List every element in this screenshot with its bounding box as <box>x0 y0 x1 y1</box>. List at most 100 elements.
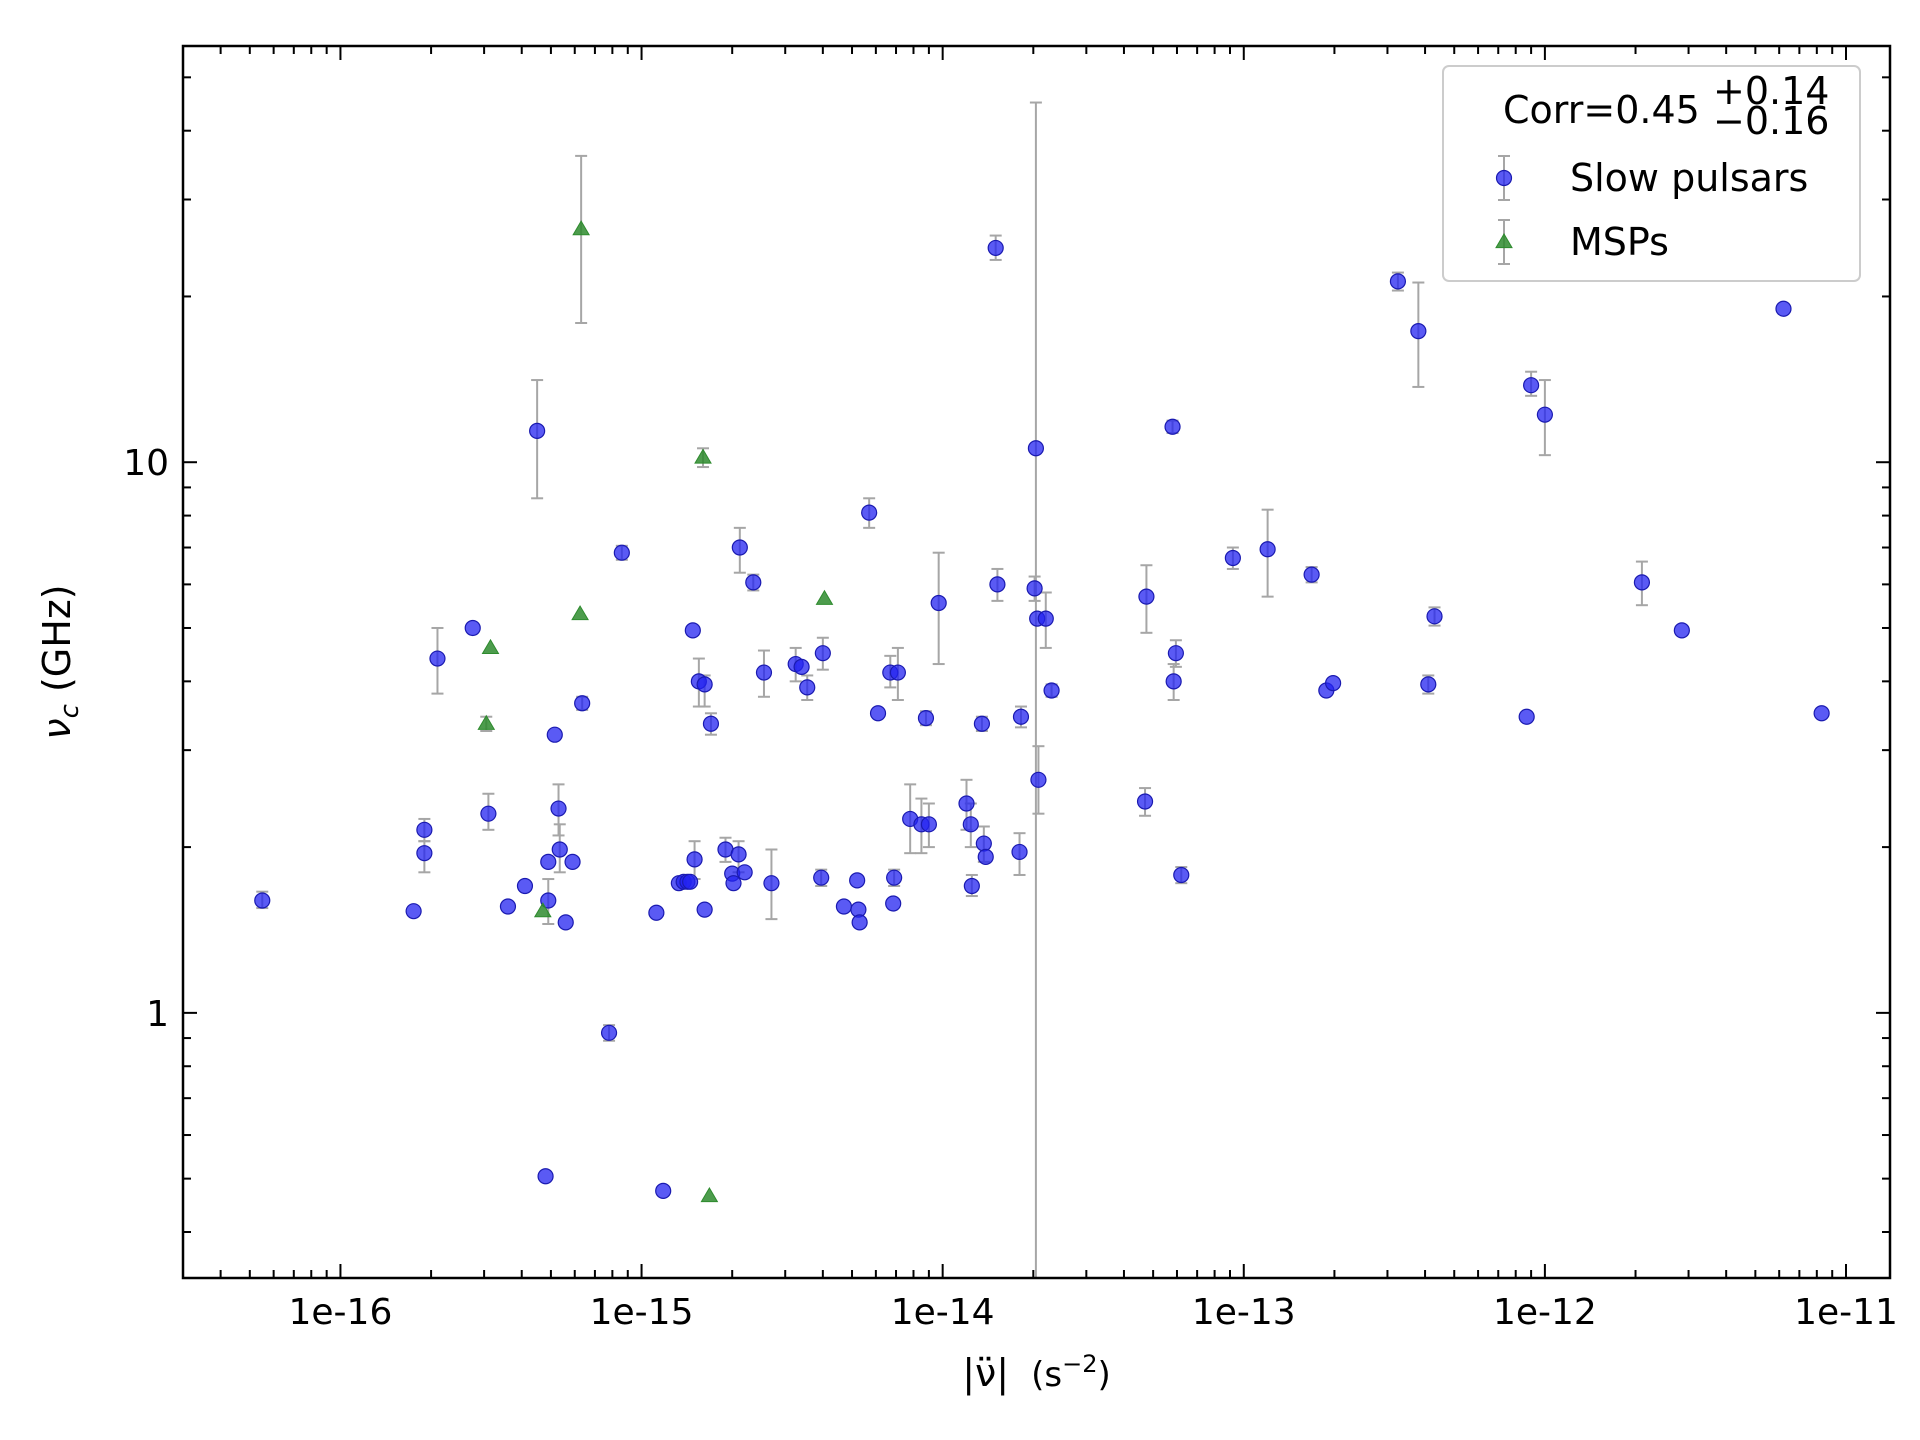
slow-pulsar-point <box>1426 608 1443 625</box>
legend-label: MSPs <box>1570 220 1669 264</box>
slow-pulsar-point <box>1523 377 1540 394</box>
slow-pulsar-point <box>550 800 567 817</box>
slow-pulsar-point <box>613 544 630 561</box>
slow-pulsar-point <box>1037 610 1054 627</box>
slow-pulsar-point <box>799 679 816 696</box>
slow-pulsar-point <box>429 650 446 667</box>
slow-pulsar-point <box>1167 645 1184 662</box>
slow-pulsar-point <box>684 622 701 639</box>
legend-title-sup: +0.14 <box>1713 69 1829 113</box>
slow-pulsar-point <box>763 875 780 892</box>
slow-pulsar-point <box>540 892 557 909</box>
slow-pulsar-point <box>1026 580 1043 597</box>
slow-pulsar-point <box>793 658 810 675</box>
slow-pulsar-point <box>686 851 703 868</box>
data-points <box>254 220 1830 1203</box>
slow-pulsar-point <box>1673 622 1690 639</box>
slow-pulsar-point <box>1173 866 1190 884</box>
slow-pulsar-point <box>1030 771 1047 788</box>
slow-pulsar-point <box>835 898 853 915</box>
slow-pulsar-point <box>930 594 947 612</box>
slow-pulsar-point <box>1410 323 1427 340</box>
slow-pulsar-point <box>696 676 713 693</box>
x-tick-label: 1e-14 <box>891 1292 995 1333</box>
slow-pulsar-point <box>546 726 563 743</box>
legend-box <box>1442 65 1861 282</box>
slow-pulsar-point <box>1165 673 1182 690</box>
slow-pulsar-point <box>1138 588 1155 605</box>
legend-label: Slow pulsars <box>1570 156 1808 200</box>
slow-pulsar-point <box>889 664 906 681</box>
error-bar <box>575 154 588 324</box>
x-axis-label: |ν̈| (s−2) <box>962 1350 1111 1396</box>
x-axis-label-exp: −2 <box>1062 1350 1097 1378</box>
x-tick-label: 1e-16 <box>289 1292 393 1333</box>
x-tick-label: 1e-13 <box>1192 1292 1296 1333</box>
slow-pulsar-point <box>1420 676 1437 693</box>
x-axis-label-unit: (s <box>1031 1355 1062 1395</box>
slow-pulsar-point <box>1136 793 1154 810</box>
msp-point <box>571 605 589 621</box>
error-bars <box>256 101 1648 1278</box>
slow-pulsar-point <box>537 1168 554 1185</box>
slow-pulsar-point <box>1536 406 1553 423</box>
slow-pulsar-point <box>499 898 517 915</box>
msp-point <box>481 638 500 655</box>
x-axis-label-main: |ν̈| <box>962 1351 1009 1396</box>
slow-pulsar-point <box>917 710 935 727</box>
slow-pulsar-point <box>1325 675 1342 692</box>
slow-pulsar-point <box>730 846 747 863</box>
slow-pulsar-point <box>600 1024 618 1041</box>
slow-pulsar-point <box>516 877 534 895</box>
slow-pulsar-point <box>849 872 866 889</box>
slow-pulsar-point <box>745 574 762 591</box>
slow-pulsar-point <box>731 539 748 556</box>
y-tick-label: 10 <box>123 443 169 484</box>
legend-title: Corr=0.45 <box>1503 88 1700 132</box>
slow-pulsar-point <box>540 853 557 871</box>
msp-point <box>533 902 552 918</box>
slow-pulsar-point <box>405 903 422 920</box>
slow-pulsar-point <box>814 645 831 662</box>
legend-msp-marker <box>1495 233 1513 249</box>
slow-pulsar-point <box>1303 566 1320 583</box>
slow-pulsar-point <box>564 853 581 871</box>
slow-pulsar-point <box>1011 843 1028 861</box>
slow-pulsar-point <box>989 576 1006 593</box>
slow-pulsar-point <box>480 805 497 822</box>
y-axis-label: νc (GHz) <box>35 584 85 739</box>
slow-pulsar-point <box>682 873 699 890</box>
slow-pulsar-point <box>869 705 887 722</box>
legend-slow-pulsar-marker <box>1495 169 1513 187</box>
msp-point <box>572 220 591 236</box>
slow-pulsar-point <box>1224 549 1241 567</box>
y-tick-label: 1 <box>146 994 169 1035</box>
slow-pulsar-point <box>973 715 991 732</box>
slow-pulsar-point <box>1027 440 1044 457</box>
slow-pulsar-point <box>861 504 878 521</box>
x-tick-label: 1e-15 <box>590 1292 694 1333</box>
slow-pulsar-point <box>736 864 753 881</box>
slow-pulsar-point <box>464 619 481 637</box>
slow-pulsar-point <box>1259 541 1276 558</box>
slow-pulsar-point <box>851 914 868 931</box>
slow-pulsar-point <box>962 816 979 833</box>
slow-pulsar-point <box>1043 682 1060 699</box>
slow-pulsar-point <box>1389 273 1407 290</box>
slow-pulsar-point <box>648 904 665 921</box>
slow-pulsar-point <box>702 715 720 732</box>
slow-pulsar-point <box>416 845 433 862</box>
msp-point <box>477 714 496 730</box>
slow-pulsar-point <box>1518 708 1535 725</box>
slow-pulsar-point <box>557 914 574 931</box>
slow-pulsar-point <box>725 875 742 892</box>
legend-title-main: Corr=0.45 <box>1503 88 1700 132</box>
legend-title-sub: −0.16 <box>1713 99 1829 143</box>
slow-pulsar-point <box>529 422 546 439</box>
error-bar <box>1029 101 1042 1278</box>
slow-pulsar-point <box>254 892 271 909</box>
legend-entry: MSPs <box>1495 219 1669 265</box>
slow-pulsar-point <box>813 869 830 886</box>
slow-pulsar-point <box>551 841 568 858</box>
